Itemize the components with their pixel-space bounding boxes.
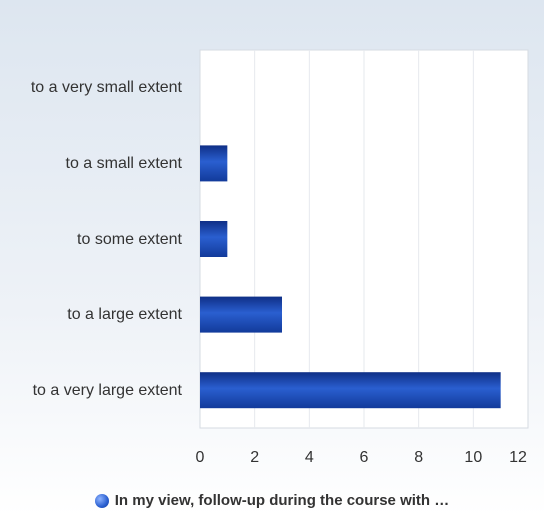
category-text: to a large extent — [67, 306, 182, 324]
x-tick-label: 8 — [414, 449, 423, 466]
y-tick-label: to a large extent — [10, 290, 182, 340]
legend-swatch — [94, 493, 109, 508]
bar — [200, 372, 501, 409]
bar — [200, 221, 228, 257]
legend: In my view, follow-up during the course … — [0, 492, 544, 509]
y-tick-label: to a very small extent — [10, 63, 182, 113]
bar — [200, 145, 228, 182]
y-tick-label: to a very large extent — [10, 365, 182, 415]
category-text: to a very small extent — [30, 79, 182, 97]
x-tick-label: 4 — [305, 449, 314, 466]
y-tick-label: to a small extent — [10, 138, 183, 188]
x-tick-label: 2 — [250, 449, 259, 466]
category-text: to a very large extent — [32, 381, 182, 399]
x-tick-label: 10 — [464, 449, 482, 466]
category-text: to some extent — [77, 230, 182, 248]
y-tick-label: to some extent — [10, 214, 182, 264]
x-tick-label: 12 — [509, 449, 527, 466]
bar — [200, 296, 282, 333]
legend-label: In my view, follow-up during the course … — [114, 492, 450, 509]
x-tick-label: 6 — [360, 449, 369, 466]
category-text: to a small extent — [65, 154, 183, 172]
x-tick-label: 0 — [196, 449, 205, 466]
